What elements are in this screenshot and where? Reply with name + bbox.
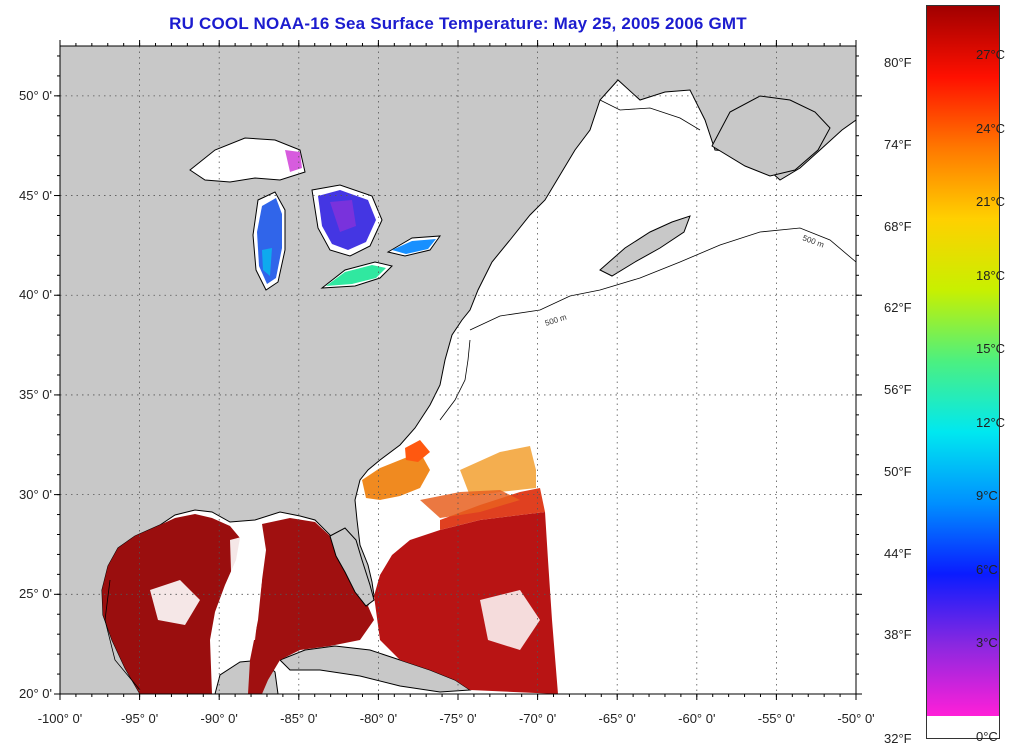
lon-tick-label: -70° 0' xyxy=(518,711,557,726)
fahrenheit-tick-label: 80°F xyxy=(884,55,912,71)
fahrenheit-tick-label: 38°F xyxy=(884,627,912,643)
atlantic-sst-patchy xyxy=(460,446,536,496)
lon-tick-label: -80° 0' xyxy=(359,711,398,726)
celsius-tick-label: 24°C xyxy=(976,120,1006,136)
celsius-tick-label: 21°C xyxy=(976,194,1006,210)
fahrenheit-tick-label: 74°F xyxy=(884,136,912,152)
celsius-tick-label: 18°C xyxy=(976,267,1006,283)
lake-superior-sst xyxy=(285,150,302,172)
lake-michigan-sst-warm xyxy=(262,248,272,276)
celsius-tick-label: 15°C xyxy=(976,341,1006,357)
axis-ticks xyxy=(54,40,862,700)
lat-tick-label: 45° 0' xyxy=(19,187,52,203)
lon-tick-label: -75° 0' xyxy=(439,711,477,726)
celsius-tick-label: 27°C xyxy=(976,47,1006,63)
cloud-gap xyxy=(230,532,262,640)
fahrenheit-tick-label: 68°F xyxy=(884,218,912,234)
lat-tick-label: 40° 0' xyxy=(19,287,52,303)
cape-hatteras-sst xyxy=(405,440,430,462)
temperature-colorbar xyxy=(926,5,1000,739)
isobath-line xyxy=(104,579,141,691)
land-nova-scotia xyxy=(599,215,691,277)
celsius-tick-label: 0°C xyxy=(976,729,998,744)
sst-map: 500 m 500 m xyxy=(54,40,862,700)
lon-tick-label: -55° 0' xyxy=(757,711,796,726)
lon-tick-label: -85° 0' xyxy=(280,711,318,726)
lon-tick-label: -50° 0' xyxy=(837,711,875,726)
cloud-gap xyxy=(150,580,200,625)
lon-tick-label: -65° 0' xyxy=(598,711,636,726)
land-newfoundland xyxy=(711,95,831,177)
atlantic-sst-south xyxy=(374,512,558,694)
lon-tick-label: -95° 0' xyxy=(120,711,159,726)
lake-erie-sst xyxy=(326,265,386,286)
fahrenheit-tick-label: 56°F xyxy=(884,382,912,398)
lat-tick-label: 20° 0' xyxy=(19,686,52,701)
land-florida xyxy=(329,527,375,607)
atlantic-sst-patchy2 xyxy=(420,490,520,518)
fahrenheit-tick-label: 62°F xyxy=(884,300,912,316)
fahrenheit-tick-label: 50°F xyxy=(884,463,912,479)
lon-tick-label: -60° 0' xyxy=(678,711,716,726)
atlantic-sst-mid xyxy=(440,488,545,530)
isobath-line xyxy=(469,227,856,331)
celsius-tick-label: 9°C xyxy=(976,488,998,504)
fahrenheit-tick-label: 32°F xyxy=(884,731,912,746)
lon-tick-label: -90° 0' xyxy=(200,711,238,726)
lake-huron-sst-violet xyxy=(330,200,356,232)
isobath-line xyxy=(439,339,471,421)
lat-tick-label: 35° 0' xyxy=(19,386,52,402)
lat-tick-label: 30° 0' xyxy=(19,486,52,502)
atlantic-sst-north xyxy=(362,452,430,500)
cloud-gap xyxy=(480,590,540,650)
celsius-tick-label: 12°C xyxy=(976,414,1006,430)
lon-tick-label: -100° 0' xyxy=(37,711,83,726)
celsius-tick-label: 3°C xyxy=(976,635,998,651)
lat-tick-label: 50° 0' xyxy=(19,87,52,103)
isobath-line xyxy=(599,99,701,131)
fahrenheit-tick-label: 44°F xyxy=(884,545,912,561)
lat-tick-label: 25° 0' xyxy=(19,586,52,602)
graticule xyxy=(60,46,856,694)
lake-ontario-sst xyxy=(392,239,436,254)
celsius-tick-label: 6°C xyxy=(976,561,998,577)
lake-superior xyxy=(189,137,306,183)
colorbar-bottom xyxy=(927,716,999,738)
chart-title: RU COOL NOAA-16 Sea Surface Temperature:… xyxy=(169,14,747,33)
